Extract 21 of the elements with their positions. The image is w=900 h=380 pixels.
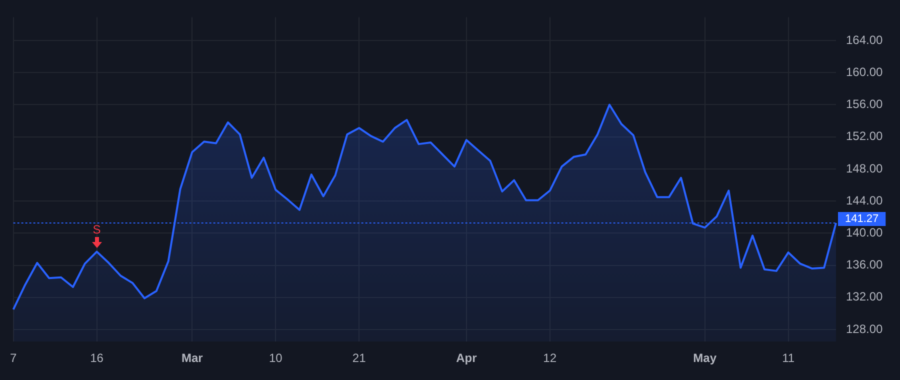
x-tick-label: 21 xyxy=(352,351,366,366)
x-tick-label: 7 xyxy=(10,351,17,366)
x-tick-label: 12 xyxy=(543,351,557,366)
annotation: S xyxy=(92,222,101,237)
x-tick-label: May xyxy=(693,351,717,366)
x-tick-label: Apr xyxy=(456,351,478,366)
y-tick-label: 136.00 xyxy=(846,258,884,272)
y-tick-label: 140.00 xyxy=(846,226,884,240)
y-tick-label: 132.00 xyxy=(846,290,884,304)
x-tick-label: 11 xyxy=(782,351,795,366)
x-tick-label: Mar xyxy=(182,351,204,366)
x-tick-label: 16 xyxy=(90,351,104,366)
y-tick-label: 144.00 xyxy=(846,193,884,208)
y-tick-label: 148.00 xyxy=(846,161,884,176)
y-tick-label: 156.00 xyxy=(846,97,884,112)
y-tick-label: 128.00 xyxy=(846,322,884,336)
ref-line-label: 141.27 xyxy=(845,213,879,226)
y-tick-label: 164.00 xyxy=(846,32,884,47)
x-tick-label: 10 xyxy=(268,351,283,366)
y-tick-label: 152.00 xyxy=(846,129,884,144)
y-tick-label: 160.00 xyxy=(846,64,884,79)
